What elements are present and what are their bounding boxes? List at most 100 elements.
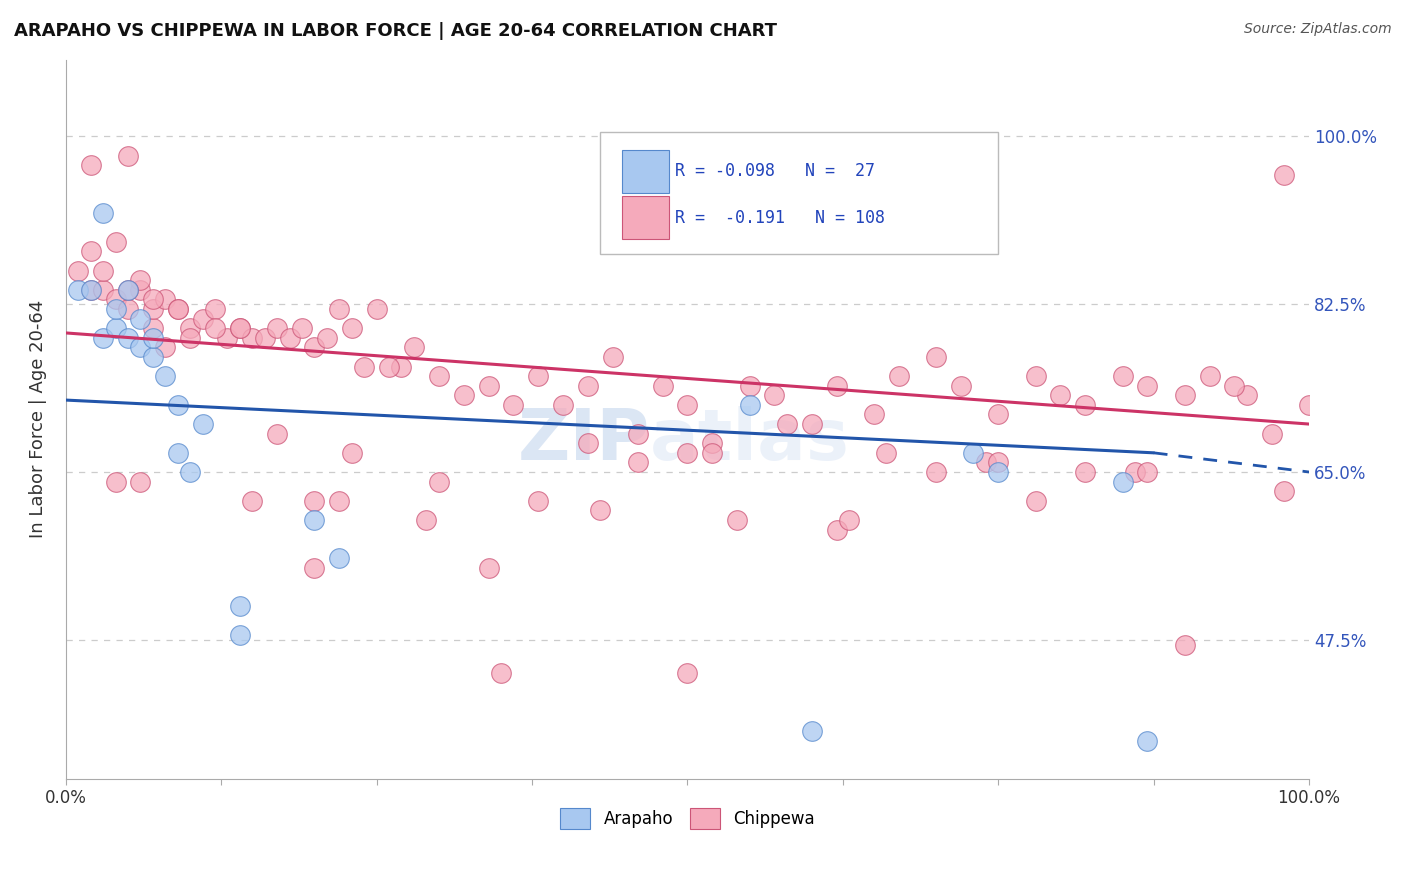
Text: atlas: atlas xyxy=(650,407,851,475)
Point xyxy=(1025,369,1047,384)
Point xyxy=(366,301,388,316)
Point xyxy=(1198,369,1220,384)
Point xyxy=(240,331,263,345)
Point xyxy=(987,455,1010,469)
Point xyxy=(1223,378,1246,392)
Point xyxy=(378,359,401,374)
Text: ZIP: ZIP xyxy=(517,407,650,475)
Point xyxy=(1236,388,1258,402)
Point xyxy=(179,465,201,479)
Point xyxy=(838,513,860,527)
Point xyxy=(142,350,165,364)
Point xyxy=(91,263,114,277)
Point xyxy=(825,523,848,537)
Point xyxy=(925,350,948,364)
Point xyxy=(166,398,188,412)
Point xyxy=(651,378,673,392)
Point xyxy=(129,475,152,489)
Point xyxy=(962,446,984,460)
Point xyxy=(304,340,326,354)
Point xyxy=(800,723,823,738)
Point xyxy=(427,369,450,384)
Point xyxy=(129,311,152,326)
Point xyxy=(602,350,624,364)
Point xyxy=(179,321,201,335)
Point xyxy=(155,340,177,354)
Point xyxy=(987,408,1010,422)
Point xyxy=(142,293,165,307)
Point xyxy=(79,158,101,172)
Point xyxy=(166,301,188,316)
Point xyxy=(1174,388,1197,402)
Point xyxy=(1123,465,1146,479)
Point xyxy=(825,378,848,392)
Point xyxy=(104,293,127,307)
Point xyxy=(304,561,326,575)
Point xyxy=(800,417,823,431)
Point xyxy=(1298,398,1320,412)
Point xyxy=(1049,388,1071,402)
Point xyxy=(304,493,326,508)
Point xyxy=(328,551,350,566)
Point xyxy=(1111,475,1133,489)
Point xyxy=(925,465,948,479)
Point xyxy=(129,273,152,287)
Point xyxy=(240,493,263,508)
Point xyxy=(702,446,724,460)
Point xyxy=(117,301,139,316)
Point xyxy=(104,301,127,316)
Point xyxy=(166,301,188,316)
Point xyxy=(91,331,114,345)
Point xyxy=(229,599,252,614)
Point xyxy=(229,321,252,335)
Text: R =  -0.191   N = 108: R = -0.191 N = 108 xyxy=(675,209,884,227)
Point xyxy=(589,503,612,517)
Point xyxy=(576,436,599,450)
Point xyxy=(340,321,363,335)
Point xyxy=(191,311,214,326)
Point xyxy=(217,331,239,345)
Point xyxy=(738,398,761,412)
Point xyxy=(229,628,252,642)
Point xyxy=(676,446,699,460)
Point xyxy=(1272,168,1295,182)
Point xyxy=(291,321,314,335)
Point xyxy=(79,283,101,297)
Point xyxy=(340,446,363,460)
Point xyxy=(576,378,599,392)
Point xyxy=(1074,398,1097,412)
Point xyxy=(104,235,127,249)
Point xyxy=(79,244,101,259)
Point xyxy=(229,321,252,335)
Point xyxy=(627,455,650,469)
Point xyxy=(204,321,226,335)
Point xyxy=(415,513,437,527)
Point xyxy=(129,283,152,297)
Point xyxy=(1074,465,1097,479)
Point xyxy=(1174,638,1197,652)
FancyBboxPatch shape xyxy=(621,150,669,193)
Point xyxy=(253,331,276,345)
Point xyxy=(104,321,127,335)
Point xyxy=(1136,465,1159,479)
Point xyxy=(974,455,997,469)
Point xyxy=(1136,378,1159,392)
Point xyxy=(278,331,301,345)
Point xyxy=(676,398,699,412)
Point xyxy=(117,283,139,297)
Point xyxy=(104,475,127,489)
Y-axis label: In Labor Force | Age 20-64: In Labor Force | Age 20-64 xyxy=(30,300,46,539)
Point xyxy=(863,408,886,422)
Point xyxy=(1111,369,1133,384)
Point xyxy=(1136,733,1159,747)
Point xyxy=(155,293,177,307)
Point xyxy=(1261,426,1284,441)
Point xyxy=(316,331,339,345)
Point xyxy=(553,398,575,412)
FancyBboxPatch shape xyxy=(621,196,669,239)
Point xyxy=(702,436,724,450)
Point xyxy=(763,388,786,402)
Point xyxy=(738,378,761,392)
Point xyxy=(266,321,288,335)
Point xyxy=(266,426,288,441)
